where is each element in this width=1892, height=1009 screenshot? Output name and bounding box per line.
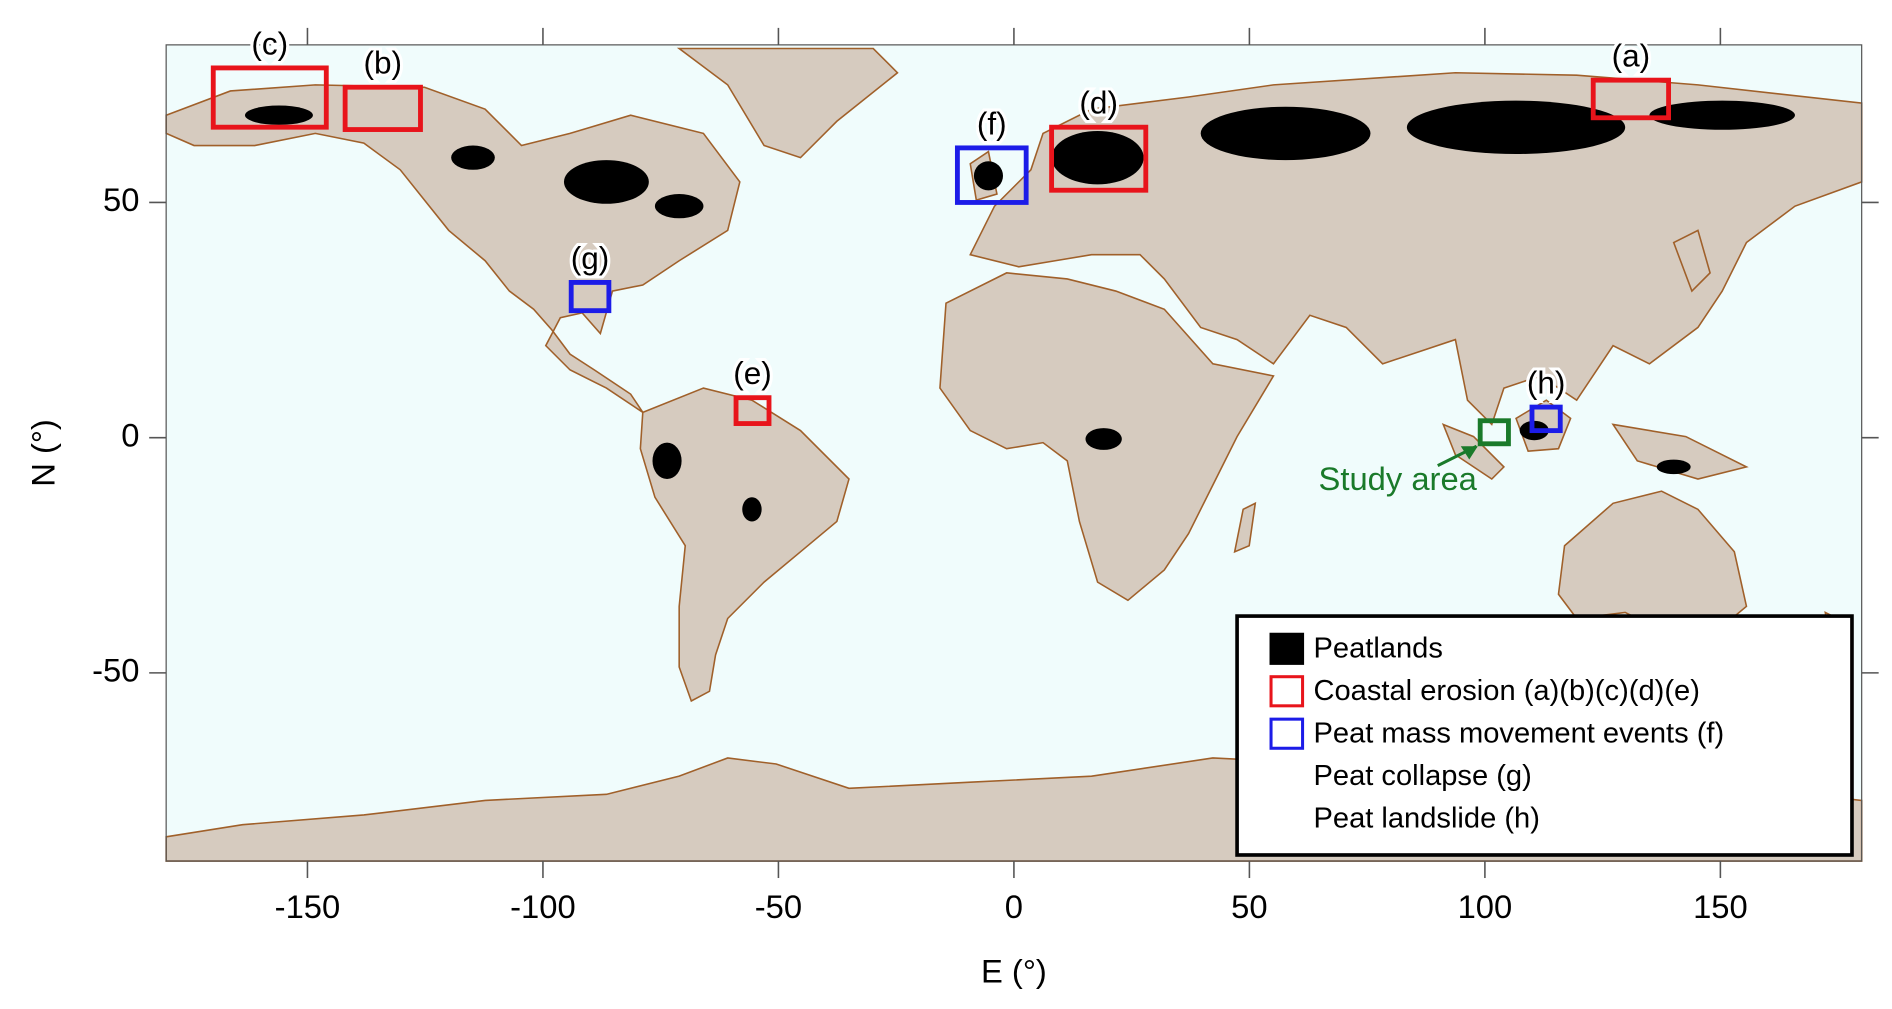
legend-label: Peat collapse (g) bbox=[1313, 760, 1531, 792]
legend-label: Peat mass movement events (f) bbox=[1313, 718, 1724, 750]
x-tick-label: 100 bbox=[1458, 888, 1513, 925]
region-label: (d) bbox=[1079, 85, 1118, 121]
region-box bbox=[210, 65, 329, 130]
region-label: (c) bbox=[251, 25, 288, 61]
x-axis-label: E (°) bbox=[981, 952, 1047, 989]
region-label: (a) bbox=[1612, 38, 1651, 74]
study-area-arrowhead bbox=[1460, 446, 1478, 460]
legend: Peatlands Coastal erosion (a)(b)(c)(d)(e)… bbox=[1235, 614, 1854, 857]
region-box bbox=[1590, 77, 1672, 121]
region-label: (e) bbox=[733, 355, 772, 391]
region-box bbox=[954, 145, 1029, 205]
y-axis-label: N (°) bbox=[25, 419, 62, 487]
x-tick-label: -100 bbox=[510, 888, 576, 925]
legend-marker bbox=[1269, 675, 1305, 708]
legend-label: Peat landslide (h) bbox=[1313, 803, 1539, 835]
region-box bbox=[342, 84, 423, 132]
x-tick-label: 0 bbox=[1005, 888, 1023, 925]
study-area-box bbox=[1477, 418, 1511, 447]
region-box bbox=[1529, 404, 1563, 434]
legend-label: Coastal erosion (a)(b)(c)(d)(e) bbox=[1313, 675, 1699, 707]
region-label: (f) bbox=[977, 105, 1007, 141]
legend-box bbox=[1235, 614, 1854, 857]
region-box bbox=[568, 280, 612, 314]
region-label: (h) bbox=[1527, 365, 1566, 401]
y-tick-label: 50 bbox=[103, 181, 139, 218]
y-tick-label: 0 bbox=[121, 416, 139, 453]
study-area-label: Study area bbox=[1319, 460, 1478, 497]
x-tick-label: 50 bbox=[1231, 888, 1267, 925]
region-label: (b) bbox=[364, 45, 403, 81]
x-tick-label: -50 bbox=[755, 888, 802, 925]
x-tick-label: -150 bbox=[275, 888, 341, 925]
region-box bbox=[733, 395, 772, 426]
legend-marker bbox=[1269, 717, 1305, 750]
region-box bbox=[1049, 124, 1149, 193]
y-tick-label: -50 bbox=[92, 652, 139, 689]
legend-marker bbox=[1269, 632, 1305, 665]
region-label: (g) bbox=[571, 240, 610, 276]
legend-label: Peatlands bbox=[1313, 633, 1442, 665]
peatlands bbox=[244, 100, 1795, 522]
x-tick-label: 150 bbox=[1693, 888, 1748, 925]
